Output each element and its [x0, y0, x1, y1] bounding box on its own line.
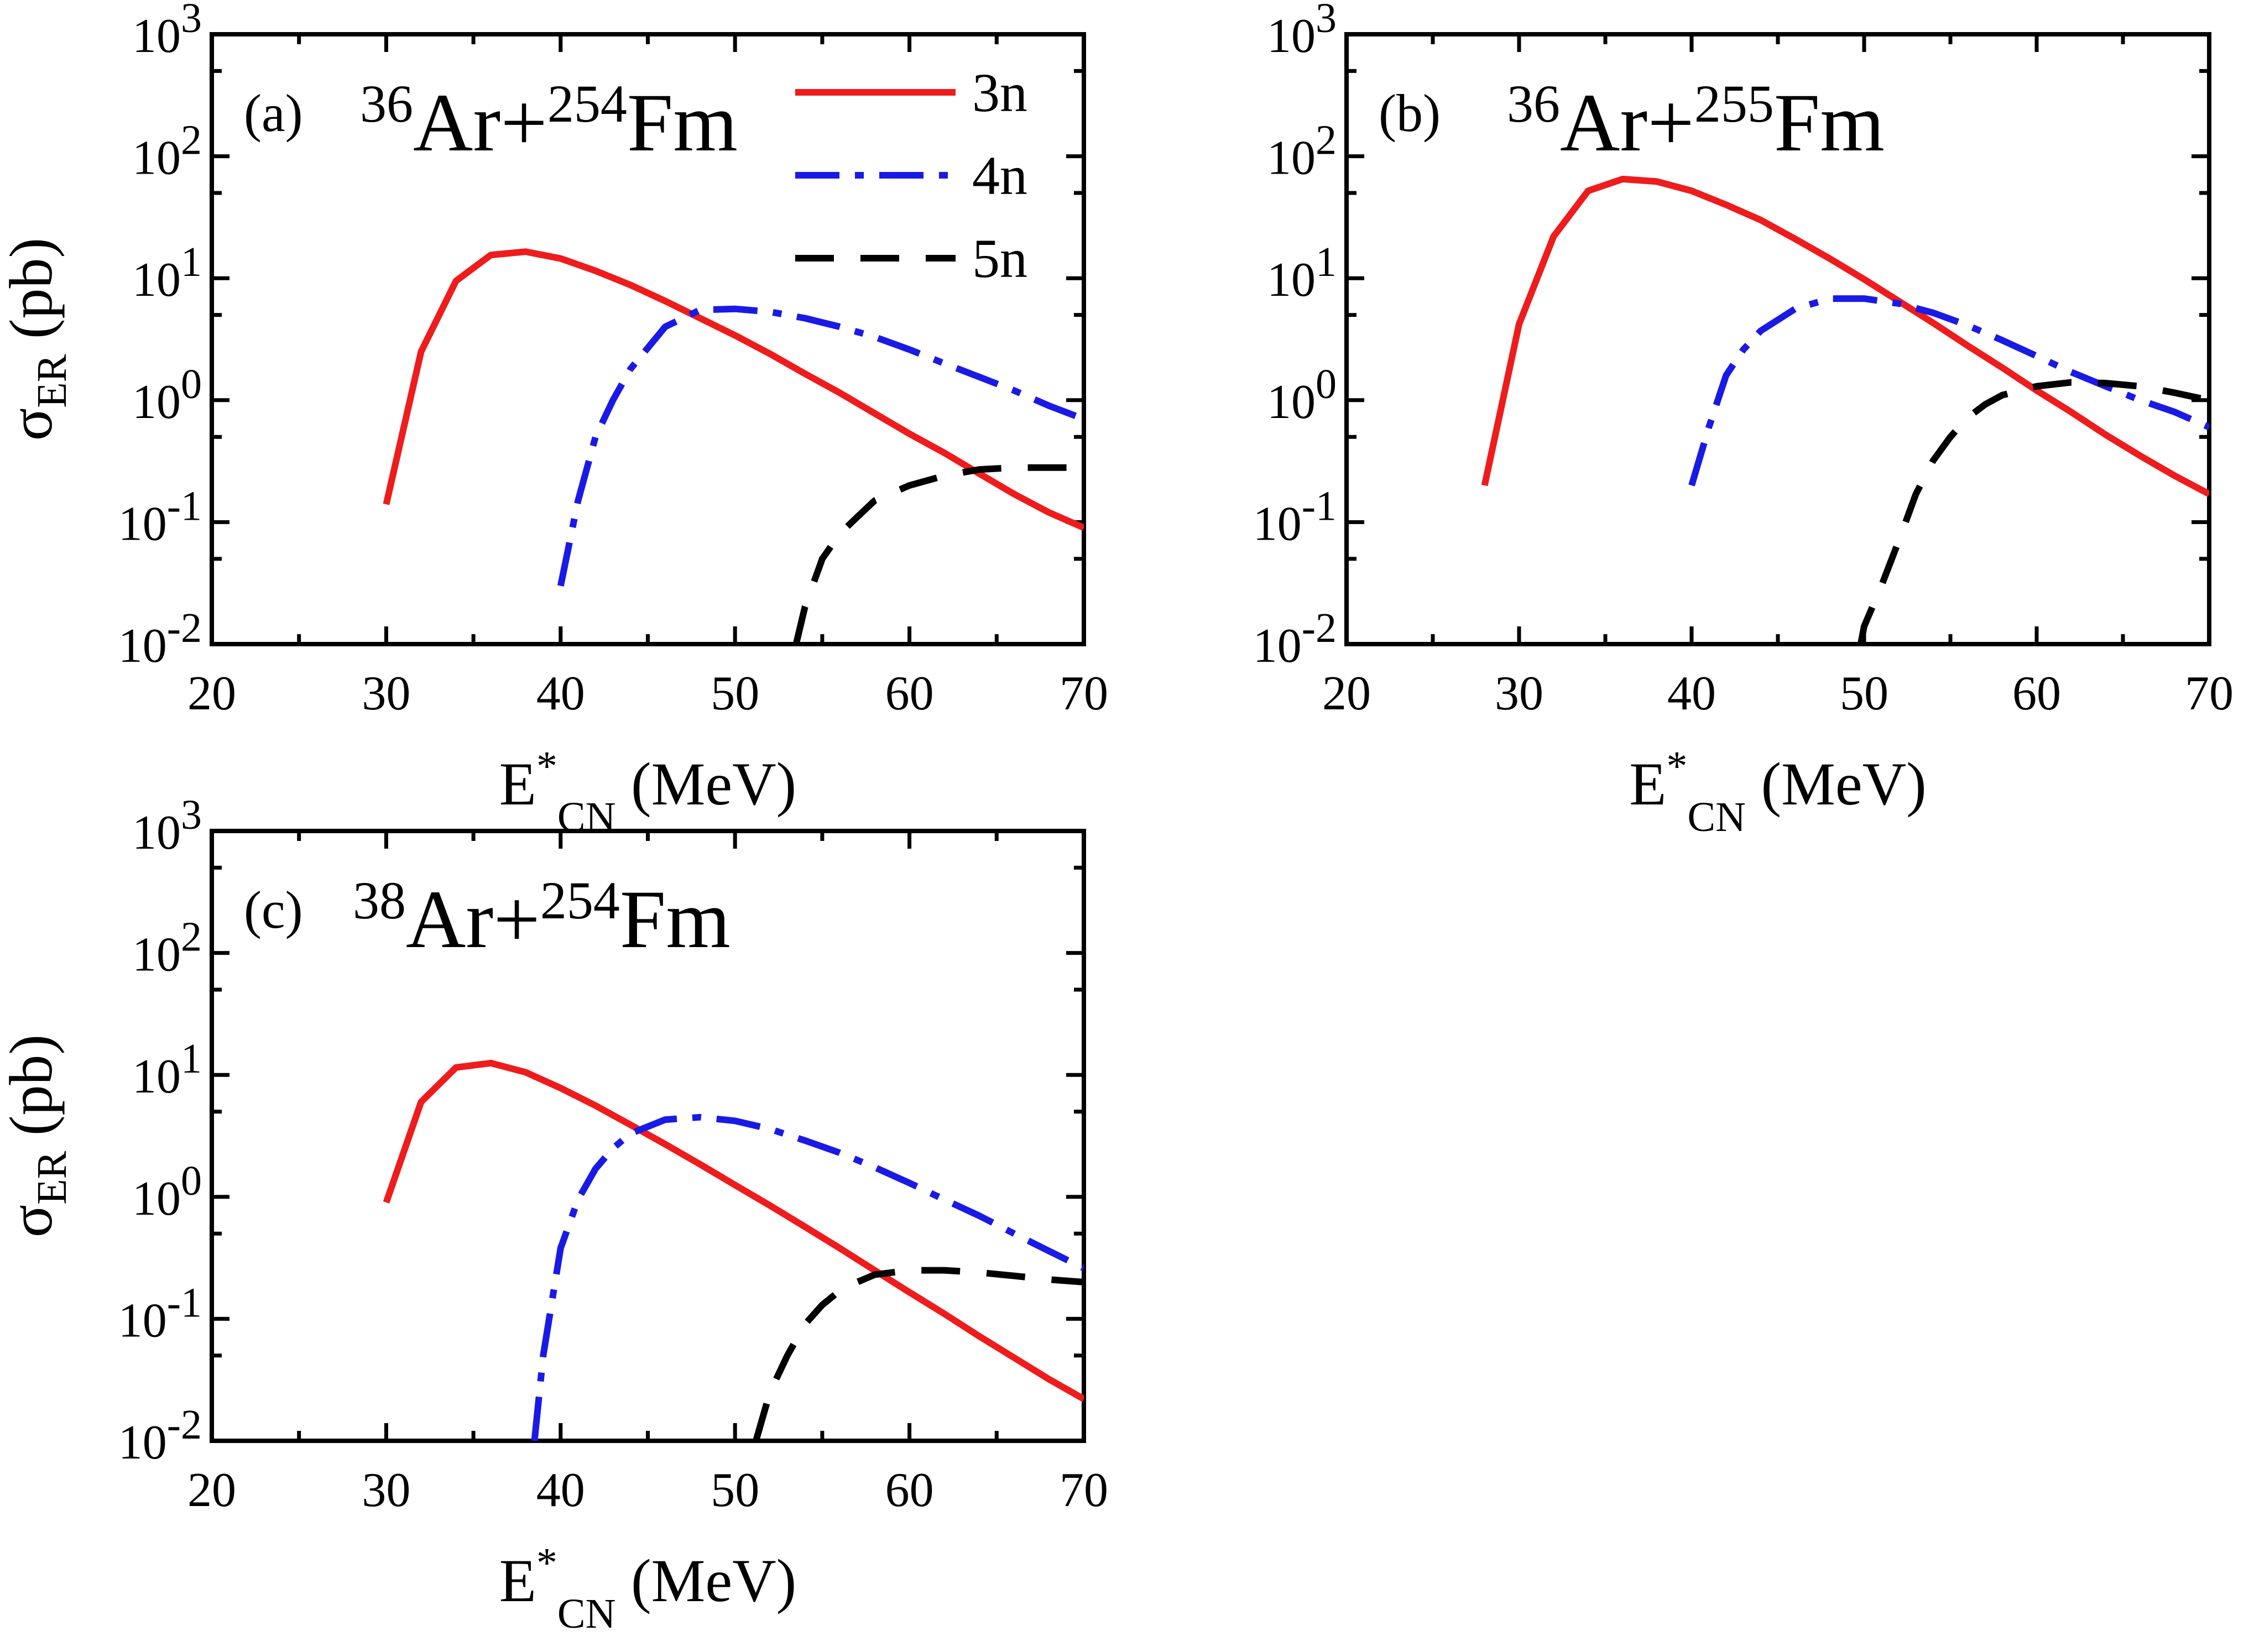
y-tick-label: 102: [132, 914, 202, 982]
panel-label: (a): [244, 83, 303, 143]
y-tick-label: 10-2: [1253, 605, 1337, 673]
legend-label-5n: 5n: [972, 228, 1027, 289]
x-tick-label: 30: [1495, 667, 1543, 720]
series-3n-line: [383, 248, 1084, 531]
y-tick-label: 10-1: [118, 1279, 202, 1347]
x-axis-title: E*CN (MeV): [499, 1540, 797, 1637]
legend: 3n 4n 5n: [795, 62, 1027, 289]
y-tick-label: 103: [132, 792, 202, 860]
x-tick-label: 60: [885, 667, 934, 720]
reaction-label: 36Ar+255Fm: [1507, 74, 1885, 169]
y-axis-title: σER (pb): [0, 238, 75, 441]
series-group: [1481, 175, 2209, 644]
reaction-label: 36Ar+254Fm: [360, 74, 738, 169]
y-tick-label: 101: [132, 239, 202, 307]
x-axis-title: E*CN (MeV): [1629, 743, 1927, 840]
x-tick-label: 30: [362, 667, 410, 720]
series-4n-line: [1688, 295, 2209, 487]
x-tick-label: 50: [1840, 667, 1888, 720]
panel-a: 20 30 40 50 60 70 10-2 10-1 100 101 102 103 E*CN (Me…: [0, 0, 1108, 840]
x-tick-label: 20: [187, 667, 236, 720]
x-tick-label: 60: [2012, 667, 2061, 720]
x-tick-label: 50: [711, 667, 759, 720]
x-tick-label: 20: [1322, 667, 1371, 720]
y-tick-label: 100: [132, 1158, 202, 1226]
series-group: [383, 248, 1084, 644]
x-tick-label: 30: [362, 1463, 410, 1517]
x-tick-label: 70: [2185, 667, 2234, 720]
legend-label-4n: 4n: [972, 145, 1027, 206]
x-tick-label: 40: [536, 667, 585, 720]
x-tick-label: 40: [1667, 667, 1716, 720]
y-tick-label: 102: [1267, 117, 1337, 185]
panel-label: (c): [244, 880, 303, 939]
series-3n-line: [383, 1059, 1084, 1402]
x-axis-title: E*CN (MeV): [499, 743, 797, 840]
x-tick-label: 60: [885, 1463, 934, 1517]
x-tick-label: 40: [536, 1463, 585, 1517]
panel-b: 20 30 40 50 60 70 10-2 10-1 100 101 102 103 E*CN (Me…: [1253, 0, 2234, 840]
y-tick-label: 10-1: [1253, 483, 1337, 551]
x-tick-label: 20: [187, 1463, 236, 1517]
series-5n-line: [792, 464, 1084, 644]
y-tick-label: 10-2: [118, 1402, 202, 1470]
series-4n-line: [531, 1113, 1084, 1441]
series-3n-line: [1481, 175, 2209, 497]
x-tick-label: 70: [1060, 1463, 1108, 1517]
y-tick-label: 101: [132, 1036, 202, 1104]
x-tick-label: 70: [1060, 667, 1108, 720]
x-tick-label: 50: [711, 1463, 759, 1517]
reaction-label: 38Ar+254Fm: [353, 871, 731, 965]
series-4n-line: [557, 305, 1084, 587]
y-axis-title: σER (pb): [0, 1034, 75, 1237]
series-5n-line: [753, 1267, 1084, 1441]
y-tick-label: 10-1: [118, 483, 202, 551]
y-tick-label: 10-2: [118, 605, 202, 673]
series-group: [383, 1059, 1084, 1441]
y-tick-label: 101: [1267, 239, 1337, 307]
panel-label: (b): [1379, 83, 1441, 143]
y-tick-label: 100: [132, 361, 202, 429]
y-tick-label: 103: [132, 0, 202, 63]
series-5n-line: [1857, 379, 2209, 644]
y-tick-label: 103: [1267, 0, 1337, 63]
panel-c: 20 30 40 50 60 70 10-2 10-1 100 101 102 103 E*CN (Me…: [0, 792, 1108, 1637]
y-tick-label: 102: [132, 117, 202, 185]
y-tick-label: 100: [1267, 361, 1337, 429]
legend-label-3n: 3n: [972, 62, 1027, 123]
